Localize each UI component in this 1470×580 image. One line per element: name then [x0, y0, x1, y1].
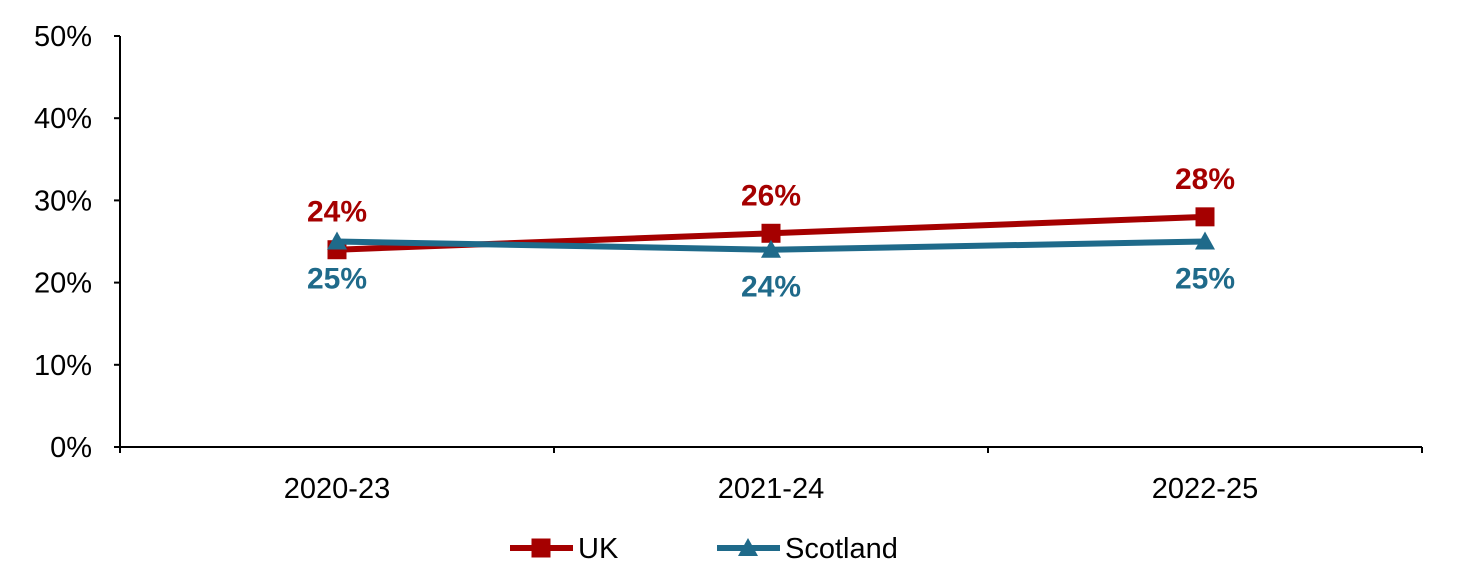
data-label-uk: 24%	[307, 196, 367, 229]
data-label-uk: 26%	[741, 179, 801, 212]
legend: UK Scotland	[510, 533, 898, 565]
data-point-uk	[1195, 207, 1215, 227]
legend-swatch-marker	[738, 538, 758, 556]
x-tick-label: 2021-24	[718, 473, 824, 505]
data-point-scotland	[761, 239, 781, 258]
series-scotland: 25% 24% 25%	[307, 231, 1235, 304]
x-axis-ticks: 2020-23 2021-24 2022-25	[119, 447, 1423, 505]
legend-label: UK	[578, 533, 619, 565]
y-tick-label: 40%	[34, 103, 92, 135]
series-group: 24% 26% 28% 25% 24% 25%	[307, 163, 1235, 304]
data-label-uk: 28%	[1175, 163, 1235, 196]
y-tick-label: 0%	[50, 432, 92, 464]
data-point-scotland	[327, 231, 347, 250]
x-tick-label: 2020-23	[284, 473, 390, 505]
legend-item-uk: UK	[510, 533, 619, 565]
data-label-scotland: 25%	[1175, 263, 1235, 296]
data-point-scotland	[1195, 231, 1215, 250]
y-tick-label: 20%	[34, 268, 92, 300]
y-tick-label: 10%	[34, 350, 92, 382]
data-label-scotland: 25%	[307, 263, 367, 296]
legend-item-scotland: Scotland	[717, 533, 898, 565]
legend-label: Scotland	[785, 533, 898, 565]
x-tick-label: 2022-25	[1152, 473, 1258, 505]
legend-swatch-marker	[531, 538, 551, 558]
y-axis-ticks: 0% 10% 20% 30% 40% 50%	[34, 21, 120, 464]
data-label-scotland: 24%	[741, 271, 801, 304]
y-tick-label: 30%	[34, 185, 92, 217]
y-tick-label: 50%	[34, 21, 92, 53]
data-point-uk	[761, 223, 781, 243]
